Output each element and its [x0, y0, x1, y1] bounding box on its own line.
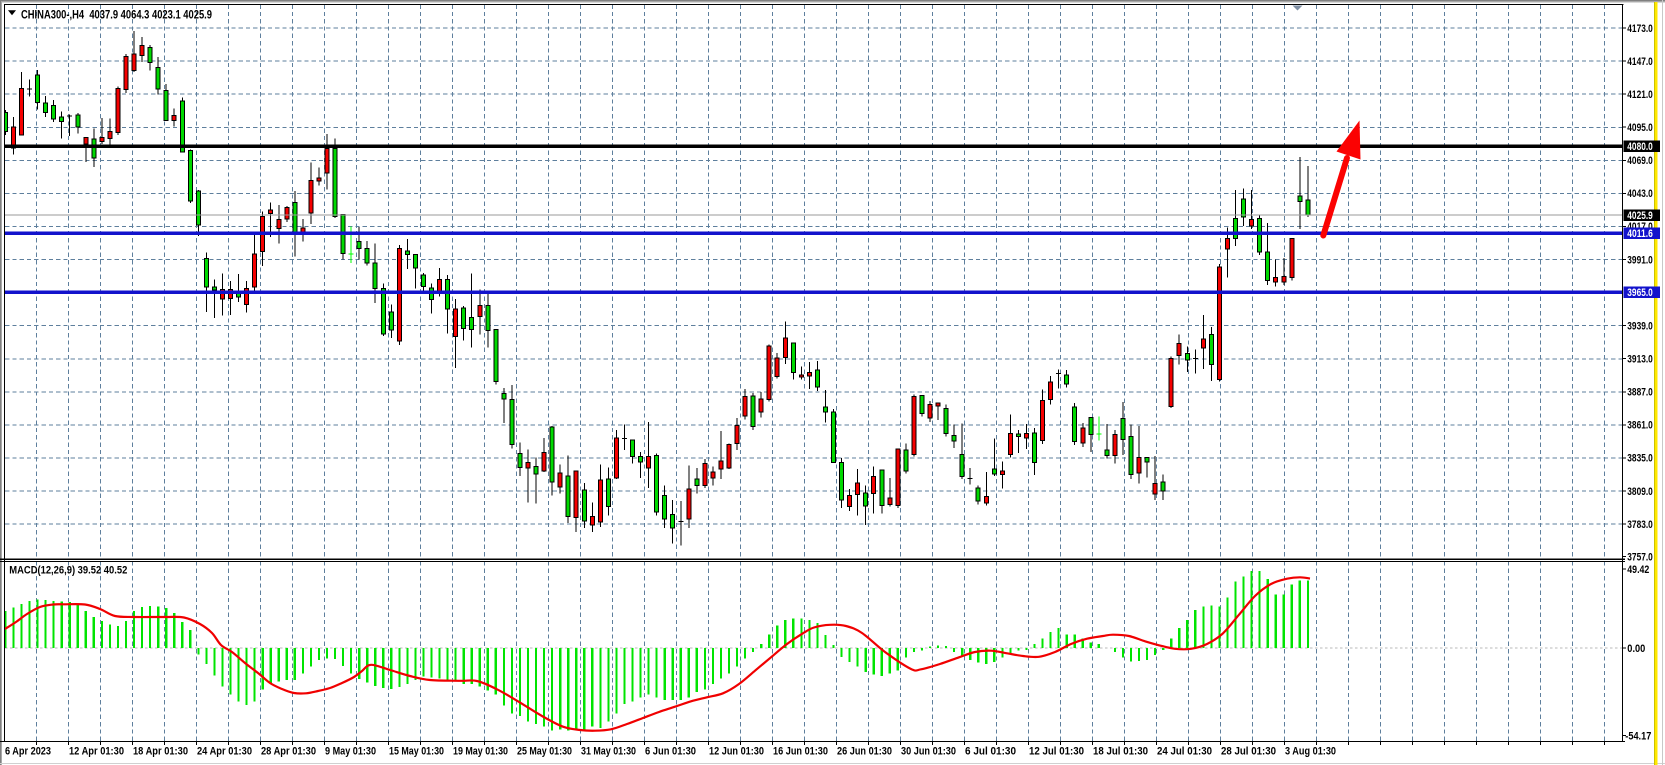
svg-text:3939.0: 3939.0	[1627, 321, 1653, 333]
svg-text:0.00: 0.00	[1627, 643, 1645, 655]
svg-text:16 Jun 01:30: 16 Jun 01:30	[773, 746, 828, 758]
svg-text:28 Jul 01:30: 28 Jul 01:30	[1221, 746, 1276, 758]
svg-text:-54.17: -54.17	[1625, 730, 1651, 742]
svg-text:4069.0: 4069.0	[1627, 155, 1653, 167]
svg-text:3 Aug 01:30: 3 Aug 01:30	[1285, 746, 1336, 758]
svg-text:31 May 01:30: 31 May 01:30	[581, 746, 636, 758]
svg-text:4173.0: 4173.0	[1627, 23, 1653, 35]
svg-text:6 Apr 2023: 6 Apr 2023	[5, 746, 51, 758]
svg-text:24 Apr 01:30: 24 Apr 01:30	[197, 746, 252, 758]
svg-text:MACD(12,26,9) 39.52 40.52: MACD(12,26,9) 39.52 40.52	[9, 565, 127, 577]
svg-text:3757.0: 3757.0	[1627, 551, 1653, 563]
svg-text:4080.0: 4080.0	[1627, 141, 1653, 153]
svg-text:4043.0: 4043.0	[1627, 188, 1653, 200]
svg-text:30 Jun 01:30: 30 Jun 01:30	[901, 746, 956, 758]
svg-text:3861.0: 3861.0	[1627, 420, 1653, 432]
svg-text:12 Apr 01:30: 12 Apr 01:30	[69, 746, 124, 758]
svg-text:18 Apr 01:30: 18 Apr 01:30	[133, 746, 188, 758]
svg-text:18 Jul 01:30: 18 Jul 01:30	[1093, 746, 1148, 758]
svg-text:24 Jul 01:30: 24 Jul 01:30	[1157, 746, 1212, 758]
svg-text:28 Apr 01:30: 28 Apr 01:30	[261, 746, 316, 758]
svg-text:3965.0: 3965.0	[1627, 287, 1653, 299]
svg-text:12 Jul 01:30: 12 Jul 01:30	[1029, 746, 1084, 758]
svg-text:3991.0: 3991.0	[1627, 254, 1653, 266]
svg-text:3835.0: 3835.0	[1627, 453, 1653, 465]
svg-text:4095.0: 4095.0	[1627, 122, 1653, 134]
svg-text:4011.6: 4011.6	[1627, 228, 1653, 240]
svg-text:12 Jun 01:30: 12 Jun 01:30	[709, 746, 764, 758]
svg-text:4121.0: 4121.0	[1627, 89, 1653, 101]
svg-text:9 May 01:30: 9 May 01:30	[325, 746, 376, 758]
svg-text:4147.0: 4147.0	[1627, 56, 1653, 68]
svg-text:CHINA300-,H4 4037.9 4064.3 40: CHINA300-,H4 4037.9 4064.3 4023.1 4025.9	[21, 8, 212, 22]
svg-text:4025.9: 4025.9	[1627, 210, 1653, 222]
svg-text:3913.0: 3913.0	[1627, 354, 1653, 366]
svg-text:3809.0: 3809.0	[1627, 486, 1653, 498]
svg-text:6 Jul 01:30: 6 Jul 01:30	[965, 746, 1016, 758]
svg-text:15 May 01:30: 15 May 01:30	[389, 746, 444, 758]
svg-text:49.42: 49.42	[1627, 564, 1649, 576]
svg-text:3887.0: 3887.0	[1627, 387, 1653, 399]
svg-text:26 Jun 01:30: 26 Jun 01:30	[837, 746, 892, 758]
svg-text:25 May 01:30: 25 May 01:30	[517, 746, 572, 758]
svg-text:19 May 01:30: 19 May 01:30	[453, 746, 508, 758]
svg-text:6 Jun 01:30: 6 Jun 01:30	[645, 746, 696, 758]
svg-text:3783.0: 3783.0	[1627, 519, 1653, 531]
